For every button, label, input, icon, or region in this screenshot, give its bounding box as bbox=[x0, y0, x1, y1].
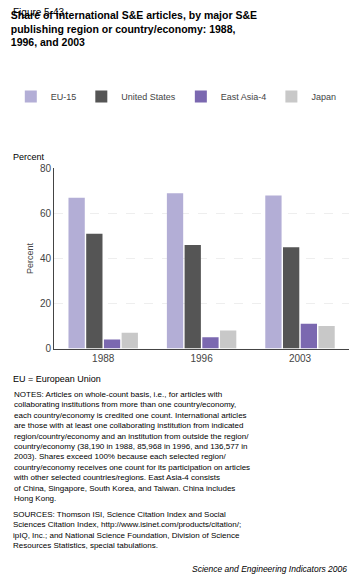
svg-text:20: 20 bbox=[40, 298, 52, 309]
svg-text:SOURCES: Thomson ISI, Science: SOURCES: Thomson ISI, Science Citation I… bbox=[13, 510, 241, 550]
svg-text:Figure 5-43: Figure 5-43 bbox=[13, 7, 65, 18]
svg-text:60: 60 bbox=[40, 208, 52, 219]
svg-text:East Asia-4: East Asia-4 bbox=[221, 92, 267, 102]
svg-text:2003: 2003 bbox=[289, 353, 312, 364]
svg-text:Japan: Japan bbox=[311, 92, 336, 102]
svg-text:Share of international S&E art: Share of international S&E articles, by … bbox=[11, 9, 257, 48]
svg-text:NOTES: Articles on whole-count: NOTES: Articles on whole-count basis, i.… bbox=[13, 390, 250, 503]
svg-text:80: 80 bbox=[40, 163, 52, 174]
svg-text:40: 40 bbox=[40, 253, 52, 264]
svg-text:United States: United States bbox=[121, 92, 176, 102]
svg-text:Science and Engineering Indica: Science and Engineering Indicators 2006 bbox=[192, 564, 347, 574]
svg-text:Percent: Percent bbox=[25, 243, 35, 275]
svg-text:Percent: Percent bbox=[13, 152, 45, 162]
svg-text:1988: 1988 bbox=[92, 353, 115, 364]
svg-text:EU = European Union: EU = European Union bbox=[13, 374, 101, 384]
svg-text:0: 0 bbox=[45, 343, 51, 354]
svg-text:1996: 1996 bbox=[190, 353, 213, 364]
svg-text:EU-15: EU-15 bbox=[51, 92, 77, 102]
